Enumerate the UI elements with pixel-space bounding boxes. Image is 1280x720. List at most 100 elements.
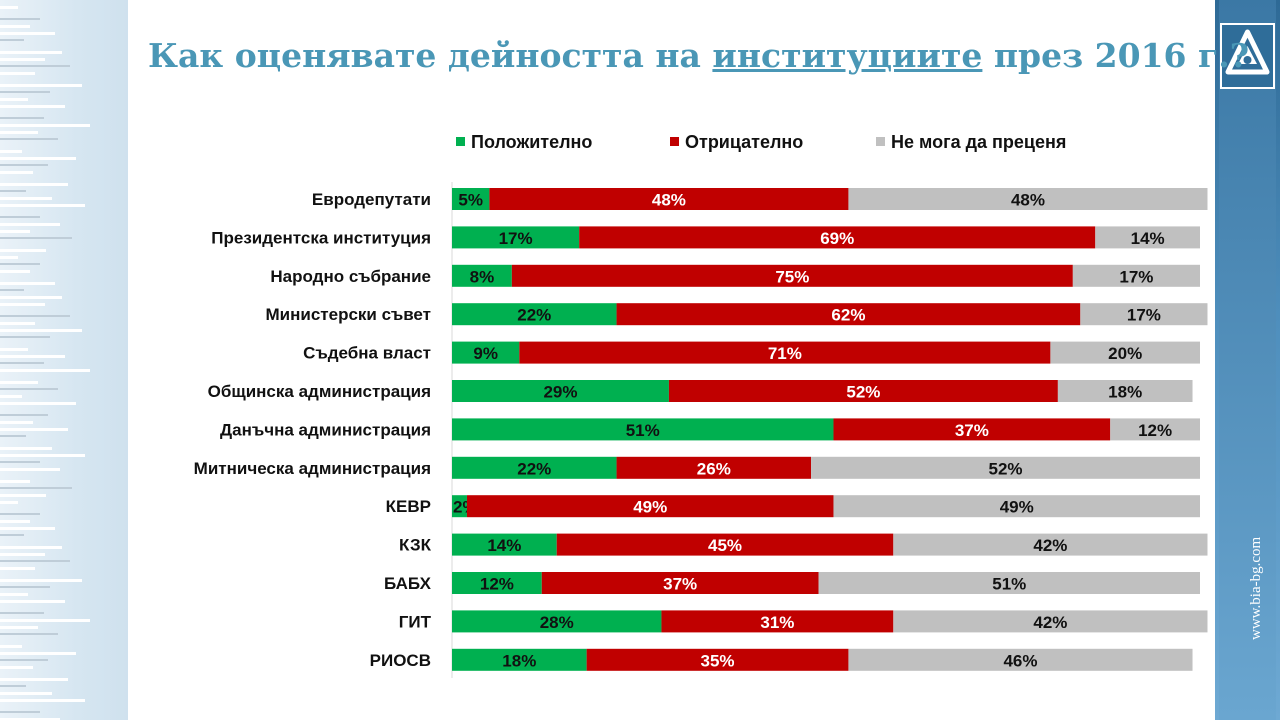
decoration-line xyxy=(0,263,40,265)
decoration-line xyxy=(0,678,68,681)
legend-item: Не мога да преценя xyxy=(876,132,1066,153)
decoration-line xyxy=(0,72,35,75)
data-label: 35% xyxy=(701,651,735,670)
decoration-line xyxy=(0,520,30,523)
data-label: 14% xyxy=(487,536,521,555)
data-label: 49% xyxy=(633,498,667,517)
bar-segment xyxy=(452,610,662,633)
decoration-line xyxy=(0,190,26,192)
bar-segment xyxy=(586,648,849,671)
bar-segment xyxy=(1057,380,1193,402)
data-label: 26% xyxy=(697,459,731,478)
data-label: 20% xyxy=(1108,344,1142,363)
data-label: 48% xyxy=(652,191,686,210)
decoration-line xyxy=(0,711,40,713)
decoration-line xyxy=(0,25,30,28)
data-label: 14% xyxy=(1131,229,1165,248)
data-label: 51% xyxy=(992,575,1026,594)
data-label: 37% xyxy=(663,575,697,594)
legend-swatch xyxy=(876,137,885,146)
data-label: 45% xyxy=(708,536,742,555)
bar-segment xyxy=(1050,341,1200,364)
decoration-line xyxy=(0,692,52,695)
category-label: КЗК xyxy=(399,536,432,555)
category-label: РИОСВ xyxy=(370,651,431,670)
decoration-line xyxy=(0,513,40,515)
decoration-line xyxy=(0,355,65,358)
data-label: 51% xyxy=(626,421,660,440)
decoration-line xyxy=(0,6,18,9)
decoration-line xyxy=(0,223,60,226)
category-label: Митническа администрация xyxy=(194,459,431,478)
data-label: 28% xyxy=(540,613,574,632)
decoration-line xyxy=(0,197,52,200)
decoration-line xyxy=(0,633,58,635)
decoration-line xyxy=(0,183,68,186)
decoration-line xyxy=(0,18,40,20)
decoration-line xyxy=(0,51,62,54)
legend-label: Не мога да преценя xyxy=(891,132,1067,152)
data-label: 12% xyxy=(1138,421,1172,440)
decoration-line xyxy=(0,666,33,669)
decoration-line xyxy=(0,421,33,424)
decoration-line xyxy=(0,659,48,661)
decoration-line xyxy=(0,454,85,457)
bar-segment xyxy=(668,380,1058,402)
decoration-line xyxy=(0,567,35,570)
data-label: 69% xyxy=(820,229,854,248)
legend-item: Отрицателно xyxy=(670,132,803,153)
decoration-line xyxy=(0,428,68,431)
bar-segment xyxy=(893,610,1208,633)
bar-segment xyxy=(452,418,834,441)
bar-segment xyxy=(579,226,1096,249)
data-label: 17% xyxy=(1119,267,1153,286)
decoration-line xyxy=(0,369,90,372)
decoration-line xyxy=(0,270,30,273)
decoration-line xyxy=(0,98,28,101)
title-part-2: през 2016 г.? xyxy=(982,36,1250,75)
bar-segment xyxy=(1110,418,1200,441)
decoration-line xyxy=(0,105,65,108)
decoration-line xyxy=(0,32,55,35)
decoration-line xyxy=(0,579,82,582)
category-label: БАБХ xyxy=(384,574,432,593)
legend-swatch xyxy=(670,137,679,146)
data-label: 37% xyxy=(955,421,989,440)
decoration-line xyxy=(0,164,48,166)
decoration-line xyxy=(0,626,38,629)
decoration-line xyxy=(0,699,85,702)
data-label: 17% xyxy=(499,229,533,248)
bar-segment xyxy=(452,188,490,210)
bar-segment xyxy=(452,226,580,249)
bar-segment xyxy=(452,456,617,479)
bar-segment xyxy=(556,533,894,556)
bar-segment xyxy=(818,572,1200,594)
bar-segment xyxy=(452,303,617,326)
decoration-line xyxy=(0,138,58,140)
bar-segment xyxy=(466,495,834,518)
legend-item: Положително xyxy=(456,132,592,153)
decoration-line xyxy=(0,336,50,338)
decoration-line xyxy=(0,461,40,463)
bar-segment xyxy=(452,648,587,671)
data-label: 5% xyxy=(458,191,483,210)
bia-triangle-logo-icon xyxy=(1220,23,1275,89)
bar-segment xyxy=(452,572,542,594)
bar-segment xyxy=(616,303,1081,326)
bar-segment xyxy=(511,264,1073,287)
decoration-line xyxy=(0,289,24,291)
data-label: 9% xyxy=(473,344,498,363)
decoration-line xyxy=(0,645,22,648)
decoration-line xyxy=(0,39,24,41)
bar-segment xyxy=(893,533,1208,556)
legend-label: Положително xyxy=(471,132,593,152)
decoration-line xyxy=(0,553,45,556)
decoration-line xyxy=(0,480,30,483)
bar-segment xyxy=(1095,226,1200,249)
bar-segment xyxy=(1080,303,1208,326)
decoration-line xyxy=(0,65,70,67)
decoration-line xyxy=(0,237,72,239)
decoration-line xyxy=(0,91,50,93)
legend-label: Отрицателно xyxy=(685,132,804,152)
data-label: 62% xyxy=(831,306,865,325)
